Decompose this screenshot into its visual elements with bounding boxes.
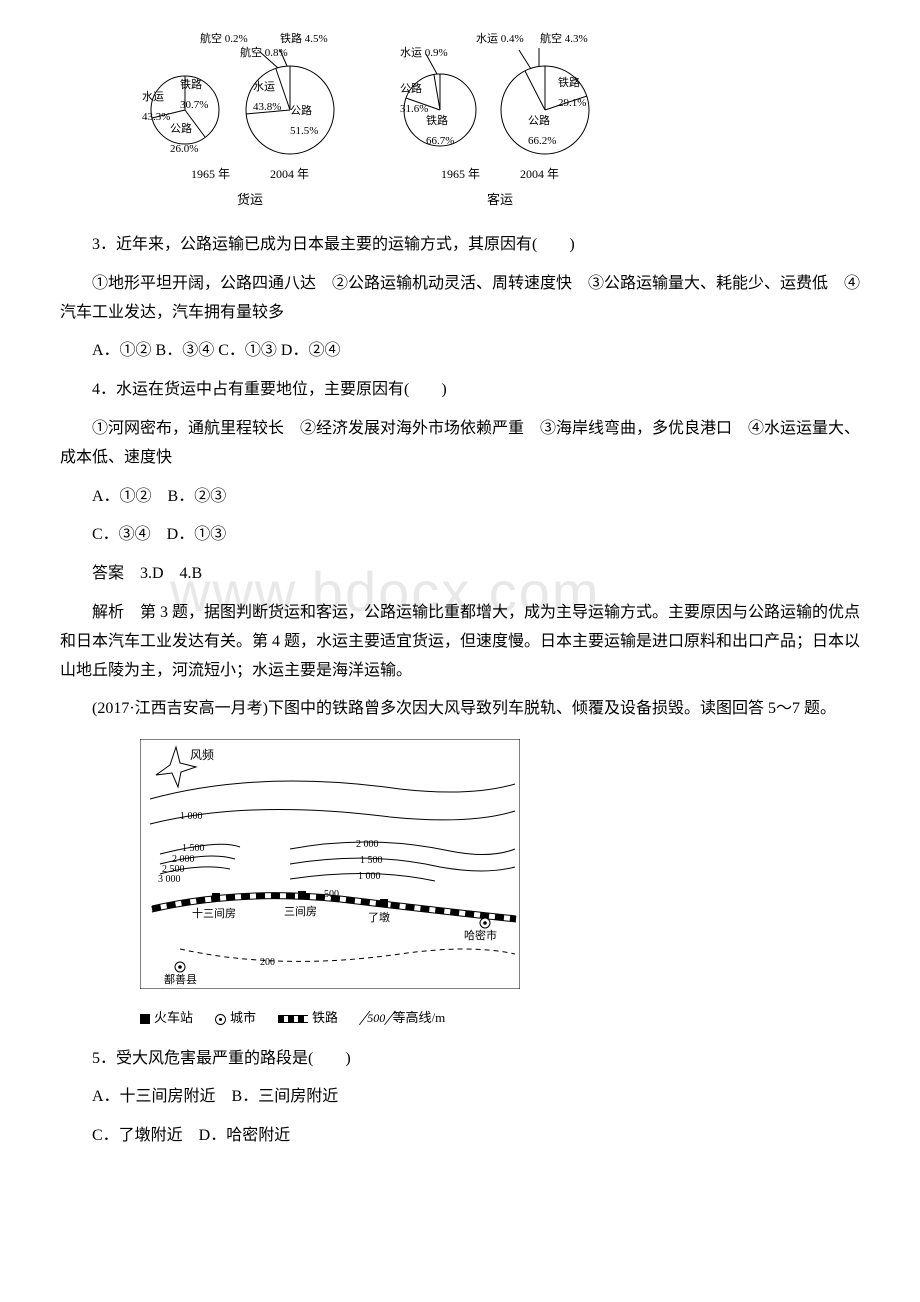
- lbl-p65-w1: 水运 0.9%: [400, 44, 448, 64]
- passenger-year1: 1965 年: [441, 164, 480, 186]
- legend-city: 城市: [230, 1010, 256, 1025]
- map-svg: 风频 1 000 1 500 2 000 2 500 3 000 2 000 1…: [140, 739, 520, 989]
- svg-text:3 000: 3 000: [158, 874, 181, 885]
- map-legend: 火车站 城市 铁路 ╱500╱等高线/m: [140, 1006, 520, 1030]
- wind-rail-map: 风频 1 000 1 500 2 000 2 500 3 000 2 000 1…: [140, 739, 520, 1029]
- freight-caption: 货运: [237, 188, 263, 211]
- lbl-f04-water: 水运43.8%: [253, 78, 281, 118]
- lbl-f04-air: 航空 0.8%: [240, 44, 288, 64]
- legend-rail: 铁路: [312, 1010, 338, 1025]
- q5-stem: 5．受大风危害最严重的路段是( ): [60, 1045, 860, 1074]
- lbl-p04-road: 公路66.2%: [528, 112, 556, 152]
- svg-text:三间房: 三间房: [284, 905, 317, 918]
- freight-pie-pair: 水运43.3% 铁路30.7% 公路26.0% 航空 0.2% 水运43.8% …: [140, 30, 360, 211]
- lbl-p04-rail: 铁路29.1%: [558, 74, 586, 114]
- svg-text:了墩: 了墩: [368, 910, 390, 924]
- explanation-3-4: 解析 第 3 题，据图判断货运和客运，公路运输比重都增大，成为主导运输方式。主要…: [60, 599, 860, 685]
- svg-text:2 000: 2 000: [356, 839, 379, 850]
- legend-contour-suffix: 等高线/m: [393, 1010, 446, 1025]
- answers-3-4: 答案 3.D 4.B: [60, 560, 860, 589]
- q3-stem: 3．近年来，公路运输已成为日本最主要的运输方式，其原因有( ): [60, 231, 860, 260]
- passenger-pie-pair: 铁路66.7% 公路31.6% 水运 0.9% 水运 0.4% 公路66.2% …: [390, 30, 610, 211]
- passenger-year2: 2004 年: [520, 164, 559, 186]
- svg-text:哈密市: 哈密市: [464, 928, 497, 942]
- svg-text:1 000: 1 000: [358, 871, 381, 882]
- q5-options-ab: A．十三间房附近 B．三间房附近: [60, 1083, 860, 1112]
- q5-options-cd: C．了墩附近 D．哈密附近: [60, 1122, 860, 1151]
- legend-station: 火车站: [154, 1010, 193, 1025]
- lbl-f65-rail: 铁路30.7%: [180, 76, 208, 116]
- lbl-f04-road: 公路51.5%: [290, 102, 318, 142]
- q4-options-ab: A．①② B．②③: [60, 483, 860, 512]
- svg-text:鄯善县: 鄯善县: [164, 972, 197, 986]
- q4-options-cd: C．③④ D．①③: [60, 521, 860, 550]
- lbl-p65-rail: 铁路66.7%: [426, 112, 454, 152]
- lbl-p65-road: 公路31.6%: [400, 80, 428, 120]
- q4-items: ①河网密布，通航里程较长 ②经济发展对海外市场依赖严重 ③海岸线弯曲，多优良港口…: [60, 415, 860, 473]
- svg-text:1 000: 1 000: [180, 811, 203, 822]
- q3-items: ①地形平坦开阔，公路四通八达 ②公路运输机动灵活、周转速度快 ③公路运输量大、耗…: [60, 270, 860, 328]
- intro-q5: (2017·江西吉安高一月考)下图中的铁路曾多次因大风导致列车脱轨、倾覆及设备损…: [60, 695, 860, 724]
- lbl-p04-air: 航空 4.3%: [540, 30, 588, 50]
- lbl-p65-w2: 水运 0.4%: [476, 30, 524, 50]
- svg-text:十三间房: 十三间房: [192, 906, 236, 920]
- svg-text:1 500: 1 500: [360, 855, 383, 866]
- q4-stem: 4．水运在货运中占有重要地位，主要原因有( ): [60, 376, 860, 405]
- passenger-caption: 客运: [487, 188, 513, 211]
- svg-text:200: 200: [260, 957, 275, 968]
- lbl-f65-water: 水运43.3%: [142, 88, 170, 128]
- freight-year2: 2004 年: [270, 164, 309, 186]
- svg-text:1 500: 1 500: [182, 843, 205, 854]
- wind-label: 风频: [190, 748, 214, 762]
- freight-year1: 1965 年: [191, 164, 230, 186]
- q3-options: A．①② B．③④ C．①③ D．②④: [60, 337, 860, 366]
- lbl-f65-road: 公路26.0%: [170, 120, 198, 160]
- transport-pie-charts: 水运43.3% 铁路30.7% 公路26.0% 航空 0.2% 水运43.8% …: [140, 30, 860, 211]
